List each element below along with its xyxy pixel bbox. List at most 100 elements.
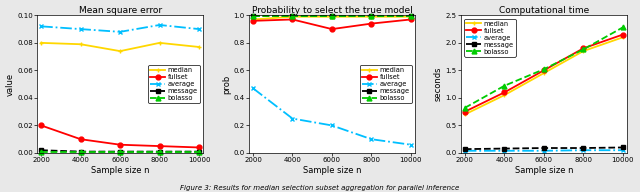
average — [249, 87, 257, 89]
message — [116, 151, 124, 153]
message — [540, 147, 548, 149]
median — [156, 42, 163, 44]
fullset — [367, 22, 375, 25]
Line: median: median — [39, 41, 202, 54]
average — [367, 138, 375, 140]
fullset — [407, 18, 415, 21]
median — [116, 50, 124, 52]
Line: fullset: fullset — [463, 32, 625, 114]
Line: message: message — [251, 14, 413, 18]
average — [461, 150, 468, 152]
average — [195, 28, 203, 30]
message — [195, 151, 203, 153]
Line: bolasso: bolasso — [251, 13, 413, 18]
bolasso — [367, 14, 375, 17]
fullset — [289, 18, 296, 21]
median — [77, 43, 84, 45]
message — [461, 148, 468, 150]
message — [367, 15, 375, 17]
message — [77, 151, 84, 153]
fullset — [540, 69, 548, 72]
bolasso — [500, 85, 508, 87]
Line: message: message — [463, 145, 625, 151]
fullset — [619, 33, 627, 36]
median — [461, 113, 468, 116]
average — [500, 150, 508, 152]
Line: message: message — [39, 148, 202, 154]
Line: average: average — [463, 148, 625, 153]
median — [195, 46, 203, 48]
average — [579, 149, 587, 151]
Title: Computational time: Computational time — [499, 6, 589, 15]
Legend: median, fullset, average, message, bolasso: median, fullset, average, message, bolas… — [360, 65, 412, 103]
Y-axis label: prob: prob — [222, 74, 231, 94]
average — [289, 118, 296, 120]
median — [407, 16, 415, 18]
Line: bolasso: bolasso — [39, 149, 202, 154]
Line: fullset: fullset — [39, 123, 202, 150]
Text: Figure 3: Results for median selection subset aggregation for parallel inference: Figure 3: Results for median selection s… — [180, 185, 460, 191]
median — [328, 16, 336, 18]
average — [156, 24, 163, 26]
Title: Probability to select the true model: Probability to select the true model — [252, 6, 412, 15]
bolasso — [249, 14, 257, 17]
median — [500, 94, 508, 96]
median — [289, 16, 296, 18]
median — [619, 36, 627, 39]
average — [37, 25, 45, 27]
Line: median: median — [463, 35, 625, 117]
message — [156, 151, 163, 153]
fullset — [77, 138, 84, 140]
bolasso — [156, 151, 163, 153]
message — [289, 15, 296, 17]
median — [579, 50, 587, 52]
message — [37, 149, 45, 151]
Legend: median, fullset, average, message, bolasso: median, fullset, average, message, bolas… — [464, 19, 516, 57]
bolasso — [579, 48, 587, 51]
bolasso — [407, 14, 415, 17]
message — [579, 147, 587, 149]
bolasso — [116, 151, 124, 153]
Line: fullset: fullset — [251, 17, 413, 31]
fullset — [37, 124, 45, 127]
X-axis label: Sample size n: Sample size n — [91, 166, 149, 175]
average — [407, 144, 415, 146]
message — [328, 15, 336, 17]
fullset — [116, 144, 124, 146]
bolasso — [461, 107, 468, 109]
Line: average: average — [39, 22, 202, 34]
median — [367, 16, 375, 18]
bolasso — [77, 151, 84, 153]
Legend: median, fullset, average, message, bolasso: median, fullset, average, message, bolas… — [148, 65, 200, 103]
average — [116, 31, 124, 33]
average — [540, 150, 548, 152]
Line: bolasso: bolasso — [463, 25, 625, 110]
fullset — [249, 20, 257, 22]
fullset — [156, 145, 163, 147]
bolasso — [195, 151, 203, 153]
Y-axis label: value: value — [6, 73, 15, 96]
average — [77, 28, 84, 30]
Title: Mean square error: Mean square error — [79, 6, 162, 15]
fullset — [500, 91, 508, 94]
bolasso — [619, 26, 627, 29]
median — [249, 18, 257, 21]
bolasso — [328, 14, 336, 17]
bolasso — [540, 68, 548, 70]
Y-axis label: seconds: seconds — [434, 67, 443, 101]
Line: average: average — [251, 86, 413, 147]
fullset — [579, 47, 587, 50]
X-axis label: Sample size n: Sample size n — [303, 166, 361, 175]
message — [500, 147, 508, 150]
fullset — [328, 28, 336, 30]
median — [37, 42, 45, 44]
median — [540, 72, 548, 74]
bolasso — [37, 151, 45, 153]
average — [619, 149, 627, 151]
X-axis label: Sample size n: Sample size n — [515, 166, 573, 175]
fullset — [195, 146, 203, 149]
message — [619, 146, 627, 149]
Line: median: median — [251, 14, 413, 22]
bolasso — [289, 14, 296, 17]
message — [249, 15, 257, 17]
